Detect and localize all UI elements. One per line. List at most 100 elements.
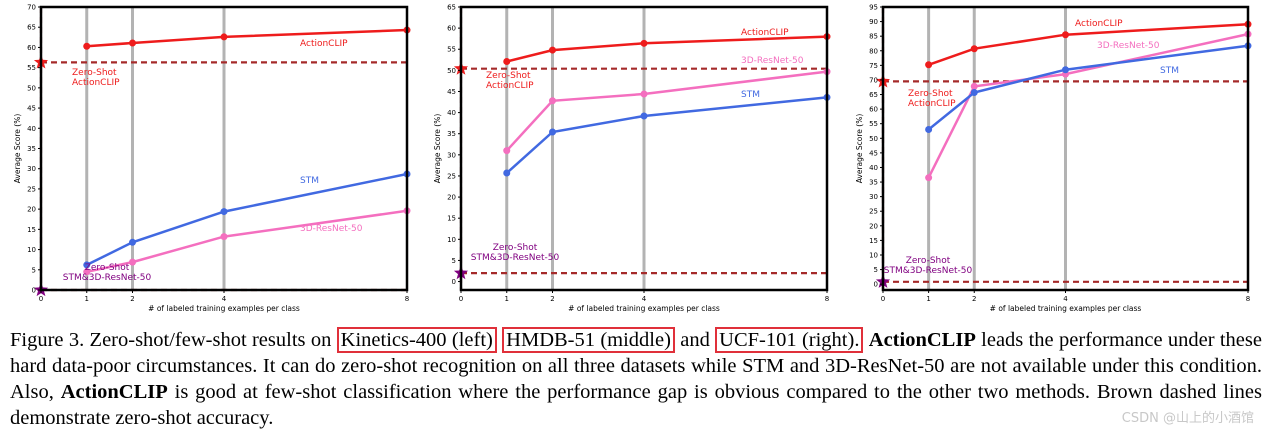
series-label: 3D-ResNet-50 xyxy=(300,224,363,234)
caption-text-2: is good at few-shot classification where… xyxy=(10,381,1262,429)
x-tick-label: 8 xyxy=(405,295,409,303)
y-tick-label: 30 xyxy=(869,193,878,201)
y-tick-label: 35 xyxy=(447,130,456,138)
y-axis-label: Average Score (%) xyxy=(855,114,864,184)
y-tick-label: 35 xyxy=(27,145,36,153)
y-tick-label: 45 xyxy=(869,149,878,157)
data-point xyxy=(220,208,228,216)
chart-ucf-svg: ActionCLIP3D-ResNet-50STMZero-ShotAction… xyxy=(855,4,1252,313)
x-tick-label: 2 xyxy=(130,295,134,303)
data-point xyxy=(640,112,648,120)
y-tick-label: 30 xyxy=(27,165,36,173)
x-tick-label: 0 xyxy=(881,295,885,303)
series-label: STM xyxy=(300,176,319,186)
y-tick-label: 15 xyxy=(869,237,878,245)
data-point xyxy=(549,46,556,54)
data-point xyxy=(83,42,91,50)
data-point xyxy=(640,90,648,98)
y-tick-label: 40 xyxy=(447,109,456,117)
series-line-actionclip xyxy=(86,28,408,48)
y-tick-label: 65 xyxy=(869,91,878,99)
x-tick-label: 2 xyxy=(972,295,976,303)
y-tick-label: 65 xyxy=(447,4,456,12)
y-tick-label: 60 xyxy=(869,106,878,114)
x-tick-label: 1 xyxy=(85,295,89,303)
chart-ucf: ActionCLIP 3D-ResNet-50 STM Zero-Shot Action… xyxy=(843,0,1268,325)
data-point xyxy=(129,39,136,47)
zero-shot-label: STM&3D-ResNet-50 xyxy=(63,273,152,283)
y-tick-label: 5 xyxy=(452,257,456,265)
series-label: ActionCLIP xyxy=(300,39,348,49)
y-tick-label: 40 xyxy=(869,164,878,172)
caption-box-hmdb: HMDB-51 (middle) xyxy=(502,327,675,353)
y-tick-label: 10 xyxy=(447,236,456,244)
x-axis-label: # of labeled training examples per class xyxy=(568,304,720,313)
data-point xyxy=(925,126,933,134)
y-tick-label: 50 xyxy=(447,67,456,75)
data-point xyxy=(503,169,511,177)
zero-shot-label: Zero-Shot xyxy=(72,68,117,78)
series-label: ActionCLIP xyxy=(1075,19,1123,29)
x-tick-label: 8 xyxy=(825,295,829,303)
y-tick-label: 15 xyxy=(27,226,36,234)
y-tick-label: 25 xyxy=(869,208,878,216)
y-tick-label: 5 xyxy=(32,266,36,274)
caption-bold-actionclip-1: ActionCLIP xyxy=(868,329,976,351)
chart-kinetics: ActionCLIP STM 3D-ResNet-50 Zero-Shot Action… xyxy=(0,0,420,325)
y-tick-label: 10 xyxy=(869,251,878,259)
y-tick-label: 80 xyxy=(869,47,878,55)
y-tick-label: 35 xyxy=(869,179,878,187)
y-tick-label: 5 xyxy=(874,266,878,274)
y-tick-label: 50 xyxy=(27,84,36,92)
y-tick-label: 0 xyxy=(32,287,36,295)
y-tick-label: 20 xyxy=(27,206,36,214)
y-tick-label: 90 xyxy=(869,18,878,26)
y-tick-label: 0 xyxy=(452,278,456,286)
y-tick-label: 85 xyxy=(869,33,878,41)
chart-hmdb-svg: ActionCLIP3D-ResNet-50STMZero-ShotAction… xyxy=(433,4,831,313)
chart-hmdb: ActionCLIP 3D-ResNet-50 STM Zero-Shot Action… xyxy=(422,0,842,325)
data-point xyxy=(83,268,91,276)
y-tick-label: 65 xyxy=(27,24,36,32)
x-tick-label: 4 xyxy=(222,295,227,303)
x-tick-label: 0 xyxy=(459,295,463,303)
y-tick-label: 95 xyxy=(869,4,878,12)
y-tick-label: 40 xyxy=(27,125,36,133)
y-tick-label: 10 xyxy=(27,246,36,254)
data-point xyxy=(549,128,556,136)
series-line-3d-resnet-50 xyxy=(86,209,408,274)
x-tick-label: 4 xyxy=(642,295,647,303)
y-axis-label: Average Score (%) xyxy=(13,114,22,184)
y-axis-label: Average Score (%) xyxy=(433,114,442,184)
caption-box-kinetics: Kinetics-400 (left) xyxy=(336,327,497,353)
zero-shot-label: ActionCLIP xyxy=(486,81,534,91)
data-point xyxy=(925,61,933,69)
y-tick-label: 25 xyxy=(447,172,456,180)
y-tick-label: 0 xyxy=(874,281,878,289)
y-tick-label: 70 xyxy=(869,76,878,84)
series-line-actionclip xyxy=(928,22,1249,66)
data-point xyxy=(1062,66,1069,74)
y-tick-label: 55 xyxy=(869,120,878,128)
y-tick-label: 20 xyxy=(869,222,878,230)
chart-kinetics-svg: ActionCLIPSTM3D-ResNet-50Zero-ShotAction… xyxy=(13,4,411,313)
y-tick-label: 75 xyxy=(869,62,878,70)
data-point xyxy=(503,57,511,65)
zero-shot-label: STM&3D-ResNet-50 xyxy=(884,266,973,276)
y-tick-label: 55 xyxy=(447,46,456,54)
series-line-stm xyxy=(927,44,1249,131)
caption-text-1: leads the performance under these hard d… xyxy=(10,329,1262,403)
series-label: 3D-ResNet-50 xyxy=(1097,41,1160,51)
series-line-3d-resnet-50 xyxy=(505,70,828,152)
x-tick-label: 1 xyxy=(926,295,930,303)
x-tick-label: 8 xyxy=(1246,295,1250,303)
data-point xyxy=(220,233,228,241)
zero-shot-label: ActionCLIP xyxy=(908,99,956,109)
series-line-3d-resnet-50 xyxy=(927,32,1249,179)
zero-shot-label: Zero-Shot xyxy=(493,243,538,253)
caption-prefix: Figure 3. Zero-shot/few-shot results on xyxy=(10,329,337,351)
series-label: STM xyxy=(741,90,760,100)
series-label: 3D-ResNet-50 xyxy=(741,56,804,66)
data-point xyxy=(220,33,228,41)
caption-box-ucf: UCF-101 (right). xyxy=(715,327,864,353)
